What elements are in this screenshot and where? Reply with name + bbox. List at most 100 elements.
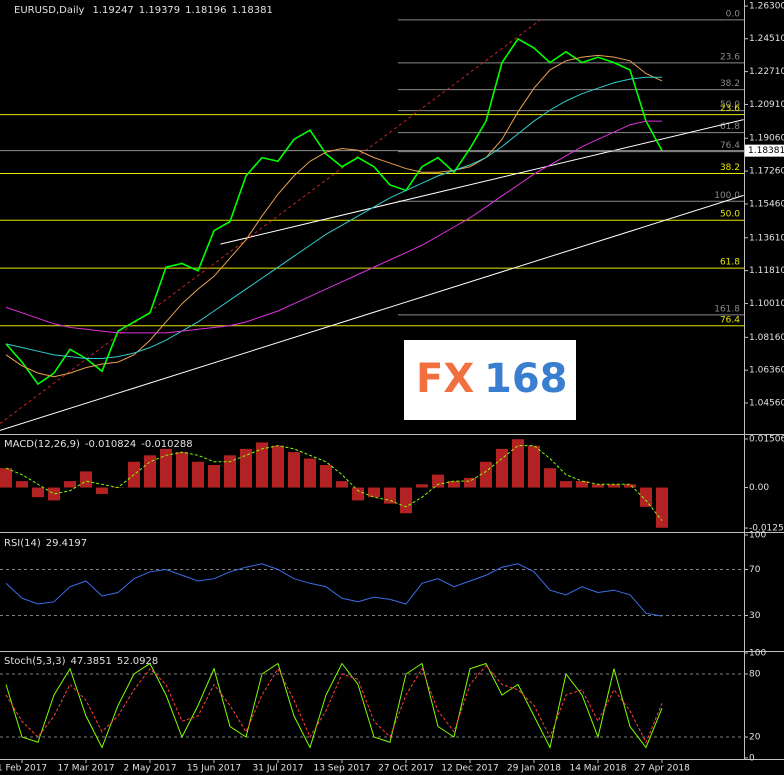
indicator-line [5,120,662,334]
histogram-bar [224,455,236,488]
histogram-bar [640,487,652,507]
y-tick-label: 1.15460 [749,199,784,209]
histogram-bar [96,487,108,494]
x-tick-label: 29 Jan 2018 [507,764,561,774]
histogram-bar [512,439,524,488]
histogram-bar [192,461,204,488]
y-tick-label: 1.13610 [749,233,784,243]
y-tick-label: 1.24510 [749,34,784,44]
histogram-bar [304,458,316,488]
fib-label: 23.6 [720,52,740,62]
x-tick-label: 13 Sep 2017 [313,764,370,774]
current-price-box [745,144,784,157]
y-tick-label: 80 [749,670,761,680]
price-line [5,37,663,386]
histogram-bar [176,452,188,488]
y-tick-label: 100 [749,531,766,541]
histogram-bar [624,484,636,488]
y-tick-label: 1.08160 [749,333,784,343]
fib-label: 61.8 [720,258,740,268]
histogram-bar [160,448,172,488]
histogram-bar [480,461,492,488]
y-tick-label: 0.015064 [749,435,784,445]
histogram-bar [464,477,476,488]
y-tick-label: 20 [749,733,761,743]
y-tick-label: 70 [749,565,761,575]
histogram-bar [272,445,284,488]
watermark-left: FX [416,356,474,402]
y-tick-label: 1.17260 [749,167,784,177]
indicator-line [5,54,663,378]
y-tick-label: -0.012581 [749,524,784,534]
y-tick-label: 1.22710 [749,67,784,77]
fib-label: 76.4 [720,141,740,151]
histogram-bar [592,484,604,488]
y-tick-label: 1.10010 [749,299,784,309]
x-tick-label: 12 Dec 2017 [441,764,499,774]
x-tick-label: 1 Feb 2017 [0,764,47,774]
histogram-bar [560,481,572,488]
indicator-reading: 29.4197 [46,538,87,549]
trendline [0,194,744,431]
histogram-bar [16,481,28,488]
histogram-bar [544,468,556,488]
fib-label: 23.6 [720,104,740,114]
indicator-reading: -0.010288 [141,439,192,450]
histogram-bar [144,455,156,488]
fib-label: 161.8 [714,304,740,314]
current-price-label: 1.18381 [748,146,784,156]
histogram-bar [288,452,300,488]
y-tick-label: 0 [749,754,755,764]
histogram-bar [576,481,588,488]
histogram-bar [656,487,668,528]
indicator-reading: 52.0928 [117,656,158,667]
histogram-bar [208,464,220,488]
fib-label: 38.2 [720,79,740,89]
plot-layer: 0.0 23.6 38.2 50.0 61.8 76.4 100.0 161.8 23.6 38.… [0,9,744,749]
indicator-reading: -0.010824 [85,439,136,450]
ohlc-high: 1.19379 [139,5,180,16]
trendline [0,19,541,424]
x-tick-label: 27 Apr 2018 [634,764,690,774]
fib-label: 100.0 [714,191,740,201]
indicator-line [5,664,663,744]
y-tick-label: 1.20910 [749,100,784,110]
ohlc-open: 1.19247 [92,5,133,16]
x-tick-label: 17 Mar 2017 [57,764,114,774]
histogram-bar [528,445,540,488]
x-tick-label: 27 Oct 2017 [378,764,434,774]
histogram-bar [352,487,364,501]
watermark-box [404,340,576,420]
indicator-title: Stoch(5,3,3) [4,656,66,667]
ohlc-close: 1.18381 [232,5,273,16]
histogram-bar [48,487,60,501]
indicator-title: RSI(14) [4,538,41,549]
y-tick-label: 1.06360 [749,366,784,376]
histogram-bar [64,481,76,488]
y-tick-label: 1.26300 [749,2,784,12]
x-tick-label: 31 Jul 2017 [253,764,304,774]
x-tick-label: 14 Mar 2018 [569,764,626,774]
histogram-bar [336,481,348,488]
indicator-line [5,76,662,359]
y-tick-label: 0.00 [749,483,769,493]
histogram-bar [240,448,252,488]
ohlc-low: 1.18196 [185,5,226,16]
histogram-bar [416,484,428,488]
histogram-bar [608,484,620,488]
indicator-title: MACD(12,26,9) [4,439,80,450]
histogram-bar [368,487,380,498]
histogram-bar [384,487,396,504]
histogram-bar [432,474,444,488]
indicator-reading: 47.3851 [70,656,111,667]
fib-label: 0.0 [726,9,741,19]
fib-label: 38.2 [720,163,740,173]
histogram-bar [32,487,44,498]
y-tick-label: 30 [749,611,761,621]
y-tick-label: 100 [749,649,766,659]
histogram-bar [448,481,460,488]
fib-label: 61.8 [720,122,740,132]
